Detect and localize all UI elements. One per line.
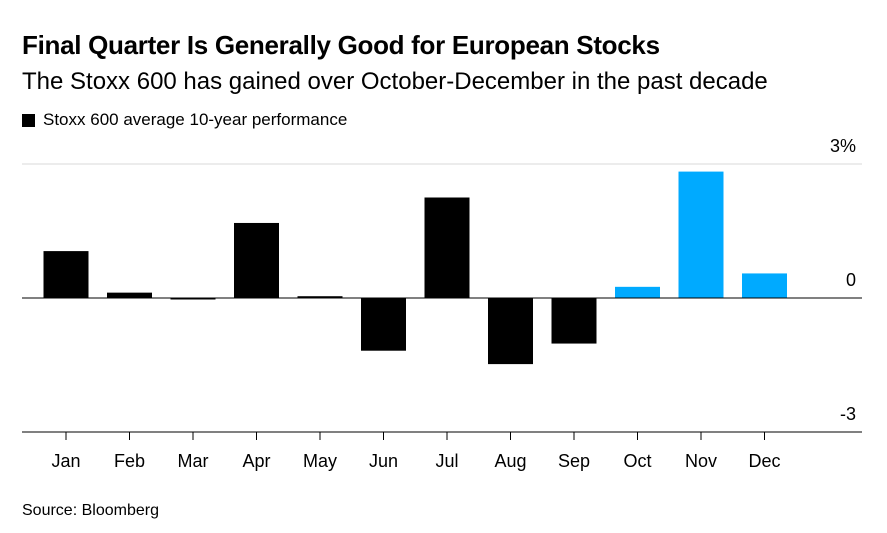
x-tick-label: Jan xyxy=(51,451,80,471)
y-tick-label: 0 xyxy=(846,270,856,290)
x-tick-label: Feb xyxy=(114,451,145,471)
x-tick-label: Jun xyxy=(369,451,398,471)
x-tick-label: Aug xyxy=(494,451,526,471)
bars xyxy=(43,171,787,365)
bar-may xyxy=(297,296,343,298)
bar-aug xyxy=(488,298,533,365)
bar-oct xyxy=(615,286,660,298)
bar-nov xyxy=(678,171,724,298)
x-tick-label: Mar xyxy=(178,451,209,471)
x-tick-label: May xyxy=(303,451,337,471)
chart-title: Final Quarter Is Generally Good for Euro… xyxy=(22,30,660,60)
x-tick-label: Dec xyxy=(748,451,780,471)
chart-subtitle: The Stoxx 600 has gained over October-De… xyxy=(22,68,768,95)
bar-jun xyxy=(361,298,406,351)
bar-feb xyxy=(107,292,152,298)
bar-apr xyxy=(234,222,279,298)
y-axis-labels: 3% 0 -3 xyxy=(830,136,856,424)
x-tick-label: Apr xyxy=(242,451,270,471)
x-tick-label: Sep xyxy=(558,451,590,471)
bar-jul xyxy=(424,197,470,298)
x-axis: Jan Feb Mar Apr May Jun Jul Aug Sep Oct Nov Dec xyxy=(22,431,862,471)
y-tick-label: -3 xyxy=(840,404,856,424)
x-tick-label: Oct xyxy=(623,451,651,471)
legend: Stoxx 600 average 10-year performance xyxy=(22,110,347,130)
y-tick-label: 3% xyxy=(830,136,856,156)
source-note: Source: Bloomberg xyxy=(22,502,159,519)
bar-dec xyxy=(742,273,787,298)
bar-jan xyxy=(43,251,89,298)
x-tick-label: Nov xyxy=(685,451,717,471)
legend-label: Stoxx 600 average 10-year performance xyxy=(43,110,348,129)
x-tick-label: Jul xyxy=(435,451,458,471)
legend-swatch xyxy=(22,113,35,127)
bar-mar xyxy=(170,298,216,300)
bar-sep xyxy=(551,298,597,344)
